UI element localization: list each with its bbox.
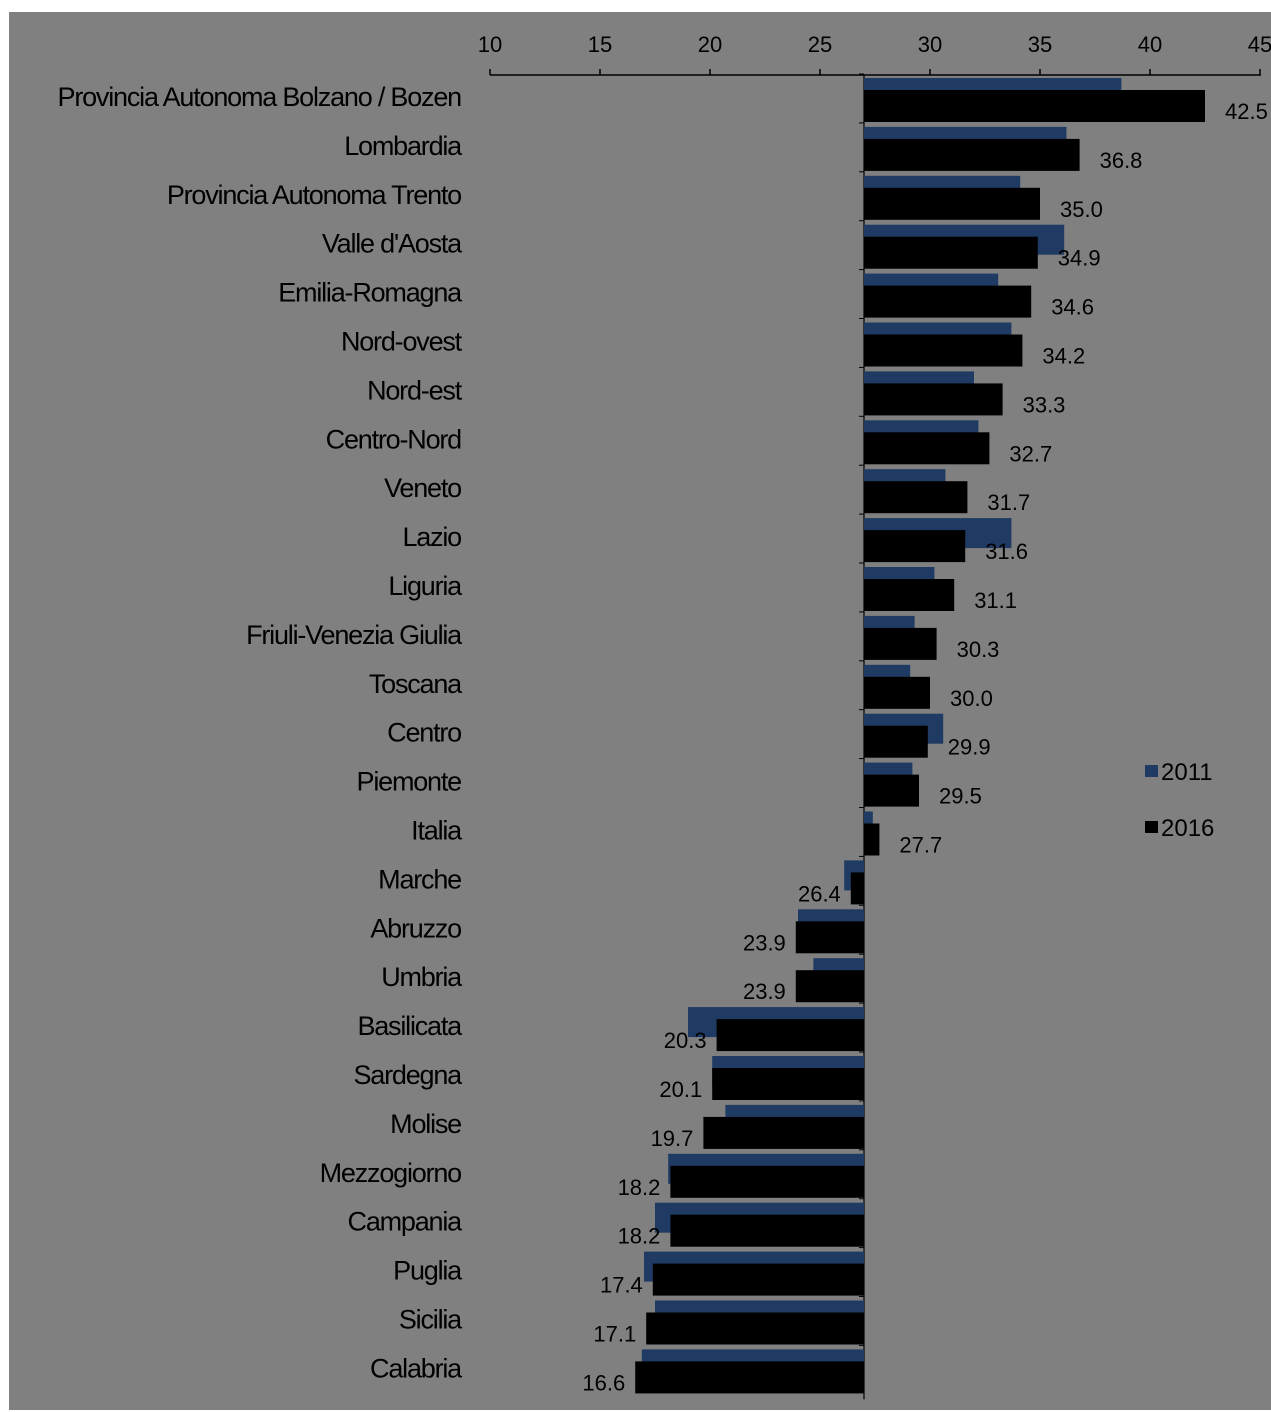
bar-2016 <box>864 481 968 514</box>
x-tick-label: 35 <box>1028 32 1052 57</box>
data-label: 36.8 <box>1100 148 1143 173</box>
bar-2016 <box>652 1263 864 1296</box>
bar-2016 <box>864 627 937 660</box>
bar-2016 <box>864 334 1023 367</box>
category-label: Veneto <box>384 473 461 503</box>
bar-2016 <box>864 823 880 856</box>
category-label: Centro-Nord <box>326 424 462 454</box>
bar-2016 <box>864 676 930 709</box>
x-tick-label: 25 <box>808 32 832 57</box>
data-label: 20.1 <box>659 1077 702 1102</box>
bar-2016 <box>635 1361 864 1394</box>
data-label: 34.6 <box>1051 295 1094 320</box>
category-label: Provincia Autonoma Trento <box>167 180 461 210</box>
category-label: Puglia <box>393 1256 463 1286</box>
bar-2016 <box>864 187 1040 220</box>
bar-2016 <box>864 579 955 611</box>
data-label: 30.3 <box>957 637 1000 662</box>
data-label: 30.0 <box>950 686 993 711</box>
bar-2016 <box>864 774 919 807</box>
bar-2016 <box>864 725 928 758</box>
legend-label: 2016 <box>1161 815 1214 842</box>
data-label: 23.9 <box>743 930 786 955</box>
bar-2016 <box>864 530 966 563</box>
chart-frame: 10 15 20 25 30 35 40 45 Provincia Autonoma Bolza… <box>9 12 1271 1410</box>
category-label: Basilicata <box>357 1011 463 1041</box>
category-label: Lazio <box>402 522 461 552</box>
category-label: Nord-ovest <box>341 327 463 357</box>
bar-2016 <box>795 921 864 954</box>
x-tick-label: 30 <box>918 32 942 57</box>
category-label: Lombardia <box>344 131 463 161</box>
legend-swatch <box>1145 821 1158 833</box>
x-tick-label: 15 <box>588 32 612 57</box>
data-label: 17.4 <box>600 1273 643 1298</box>
category-label: Liguria <box>388 571 463 601</box>
data-label: 31.1 <box>974 588 1017 613</box>
bar-2016 <box>864 383 1003 416</box>
x-tick-label: 40 <box>1138 32 1162 57</box>
bar-2016 <box>850 872 864 905</box>
category-label: Provincia Autonoma Bolzano / Bozen <box>58 82 462 112</box>
data-label: 31.7 <box>987 490 1030 515</box>
bar-2016 <box>670 1165 864 1198</box>
data-label: 34.9 <box>1058 246 1101 271</box>
bar-2016 <box>795 970 864 1003</box>
category-label: Emilia-Romagna <box>278 278 463 308</box>
data-label: 27.7 <box>899 833 942 858</box>
bar-2016 <box>864 236 1038 269</box>
bar-2016 <box>646 1312 864 1345</box>
data-label: 34.2 <box>1042 344 1085 369</box>
category-label: Calabria <box>370 1353 463 1383</box>
legend-swatch <box>1145 765 1158 777</box>
bar-chart: 10 15 20 25 30 35 40 45 Provincia Autonoma Bolza… <box>58 32 1271 1400</box>
bar-2016 <box>864 285 1032 318</box>
legend-label: 2011 <box>1161 759 1213 786</box>
data-label: 23.9 <box>743 979 786 1004</box>
bar-2016 <box>864 138 1080 171</box>
category-label: Italia <box>411 816 463 846</box>
data-label: 17.1 <box>593 1322 636 1347</box>
data-label: 26.4 <box>798 881 841 906</box>
data-label: 33.3 <box>1023 392 1066 417</box>
data-label: 31.6 <box>985 539 1028 564</box>
category-label: Campania <box>348 1207 464 1237</box>
data-label: 18.2 <box>618 1175 661 1200</box>
category-label: Abruzzo <box>370 913 461 943</box>
category-label: Marche <box>378 864 461 894</box>
category-label: Nord-est <box>367 375 463 405</box>
bar-2016 <box>864 432 990 465</box>
category-label: Valle d'Aosta <box>322 229 463 259</box>
x-tick-label: 45 <box>1248 32 1271 57</box>
bar-2016 <box>864 90 1205 122</box>
data-label: 18.2 <box>618 1224 661 1249</box>
category-label: Friuli-Venezia Giulia <box>246 620 463 650</box>
bar-2016 <box>703 1116 864 1149</box>
category-label: Sicilia <box>399 1305 463 1335</box>
data-label: 42.5 <box>1225 99 1268 124</box>
data-label: 35.0 <box>1060 197 1103 222</box>
data-label: 20.3 <box>664 1028 707 1053</box>
bar-2016 <box>670 1214 864 1247</box>
category-label: Toscana <box>369 669 463 699</box>
x-tick-label: 10 <box>478 32 502 57</box>
bar-2016 <box>712 1068 864 1100</box>
data-label: 16.6 <box>582 1370 625 1395</box>
data-label: 32.7 <box>1009 441 1052 466</box>
data-label: 29.5 <box>939 784 982 809</box>
category-label: Sardegna <box>354 1060 464 1090</box>
category-label: Mezzogiorno <box>320 1158 462 1188</box>
category-label: Piemonte <box>357 767 462 797</box>
data-label: 29.9 <box>948 735 991 760</box>
category-label: Centro <box>387 718 461 748</box>
category-label: Molise <box>390 1109 461 1139</box>
category-label: Umbria <box>381 962 463 992</box>
x-tick-label: 20 <box>698 32 722 57</box>
bar-2016 <box>716 1019 864 1052</box>
data-label: 19.7 <box>651 1126 694 1151</box>
